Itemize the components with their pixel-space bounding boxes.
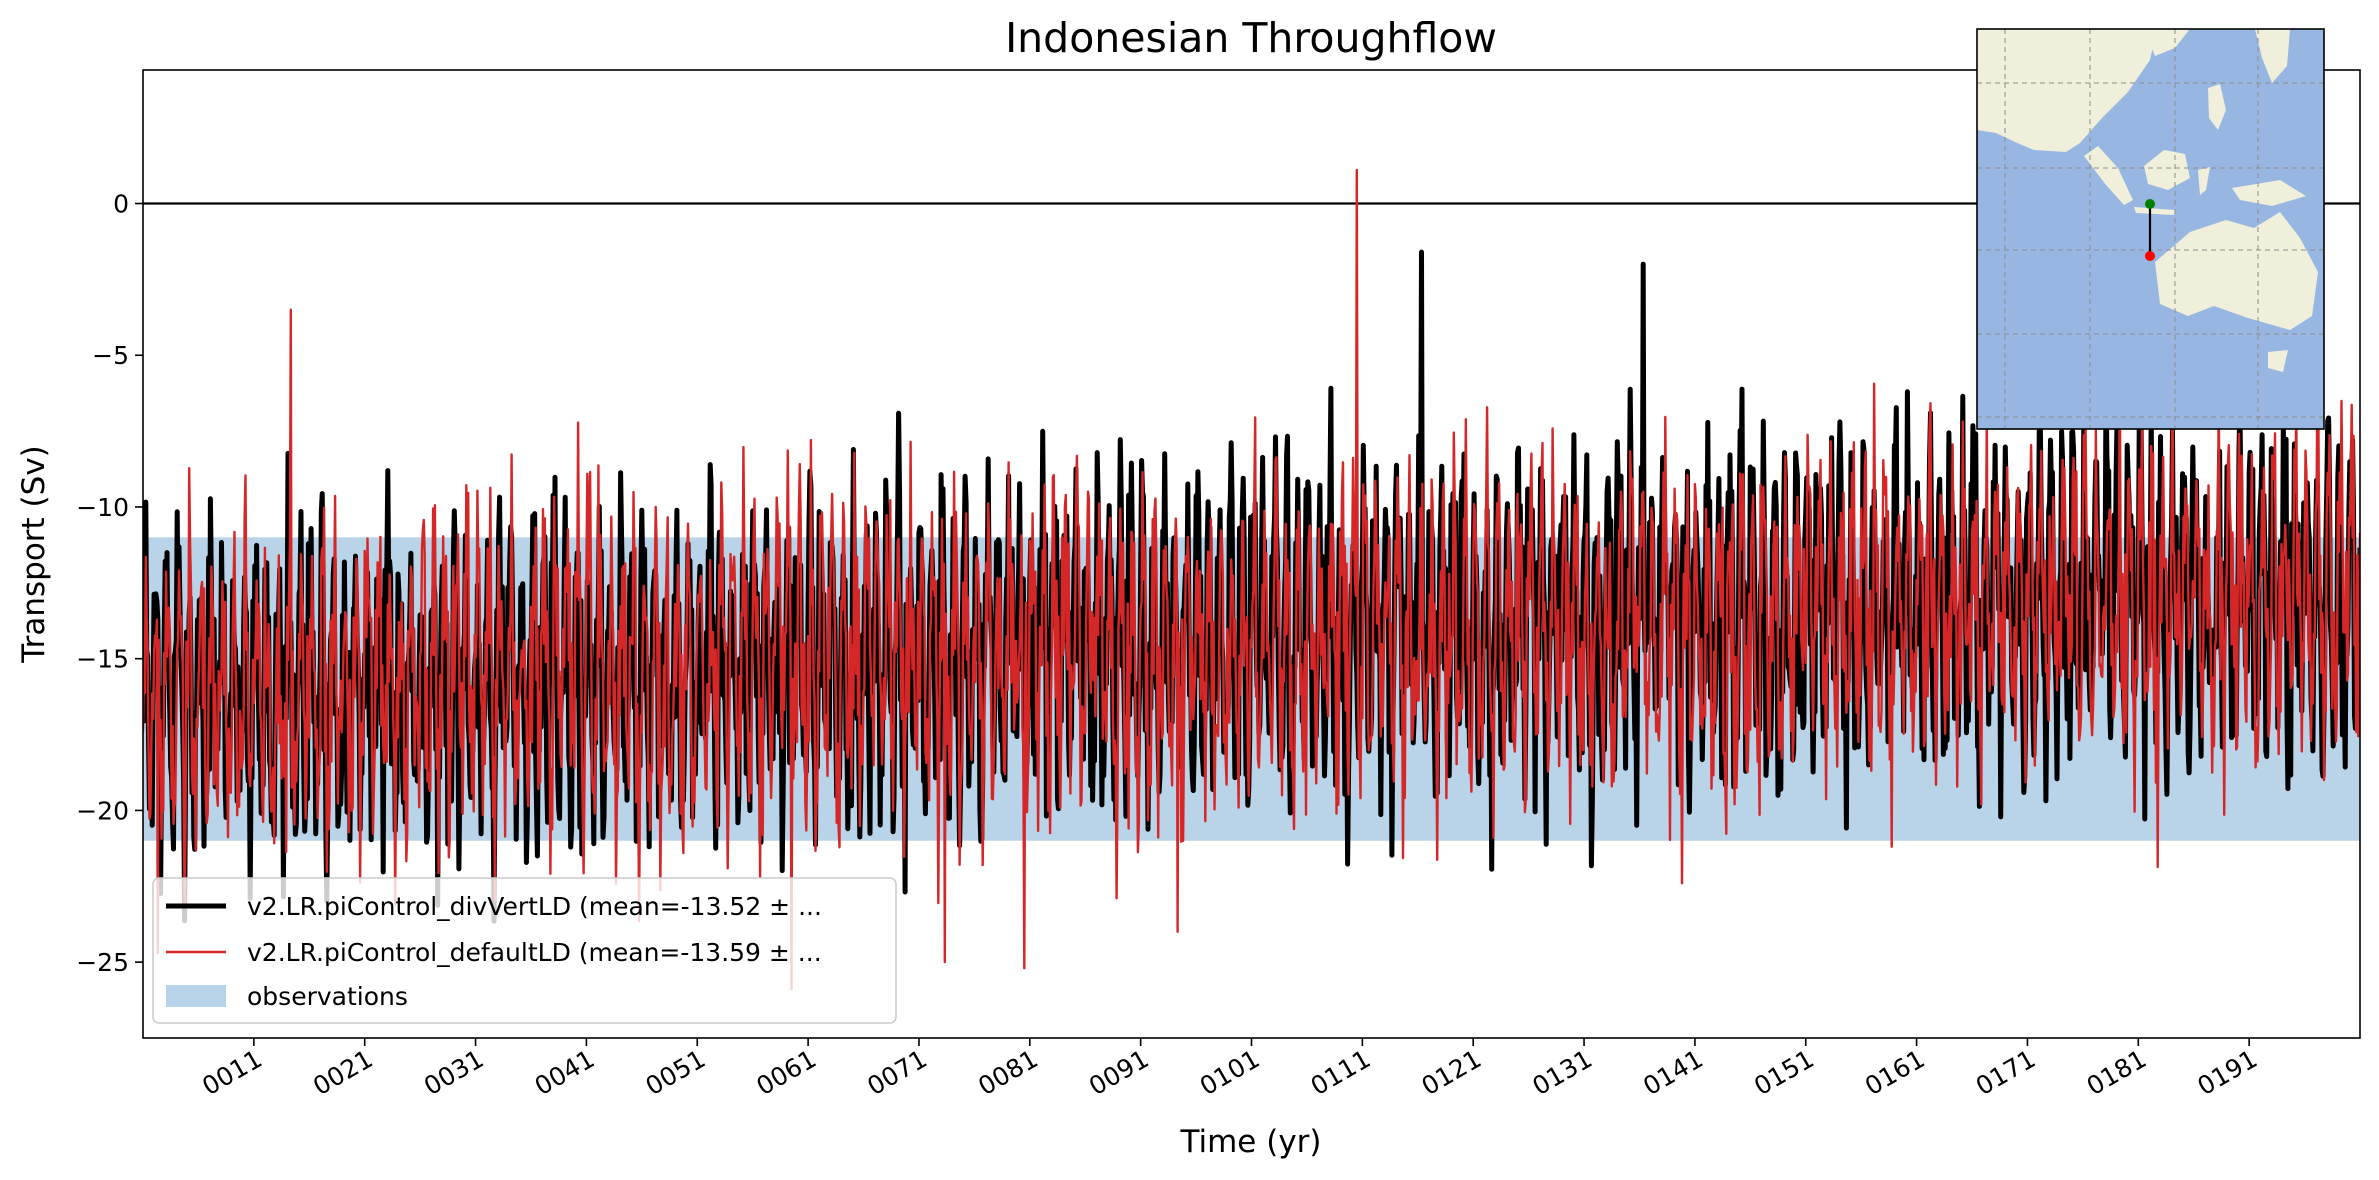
y-tick-label: −10 [76,493,129,522]
new-guinea [2232,180,2306,206]
legend-label-defaultLD: v2.LR.piControl_defaultLD (mean=-13.59 ±… [247,938,822,967]
y-axis-label: Transport (Sv) [16,445,52,664]
indian-ocean [1977,250,2020,302]
y-tick-label: −25 [76,948,129,977]
y-tick-label: −15 [76,645,129,674]
chart-title: Indonesian Throughflow [1005,14,1497,62]
y-tick-label: −5 [92,341,129,370]
legend: v2.LR.piControl_divVertLD (mean=-13.52 ±… [152,877,897,1024]
transect-start-marker [2145,199,2155,209]
y-tick-label: 0 [113,190,129,219]
tasmania [2268,350,2288,372]
inset-map [1976,28,2325,430]
java [2134,207,2175,215]
china-coast [2145,29,2190,56]
transect-end-marker [2145,251,2155,261]
japan-islands [2255,29,2290,83]
legend-label-observations: observations [247,982,408,1011]
plot-area [143,168,2360,991]
legend-label-divVertLD: v2.LR.piControl_divVertLD (mean=-13.52 ±… [247,892,822,921]
inset-land [1977,29,2318,372]
legend-box [152,877,897,1024]
sulawesi [2198,167,2210,195]
philippines [2208,84,2226,130]
legend-swatch-observations [166,985,226,1007]
series-line-1 [143,168,2360,991]
x-axis-label: Time (yr) [1180,1124,1322,1160]
asia-landmass [1977,29,2157,152]
australia [2155,212,2318,330]
y-axis: 0 −5 −10 −15 −20 −25 [76,190,143,977]
borneo [2144,150,2190,190]
series-layer [143,168,2360,991]
inset-frame [1976,28,2325,430]
sumatra [2084,146,2133,205]
y-tick-label: −20 [76,796,129,825]
